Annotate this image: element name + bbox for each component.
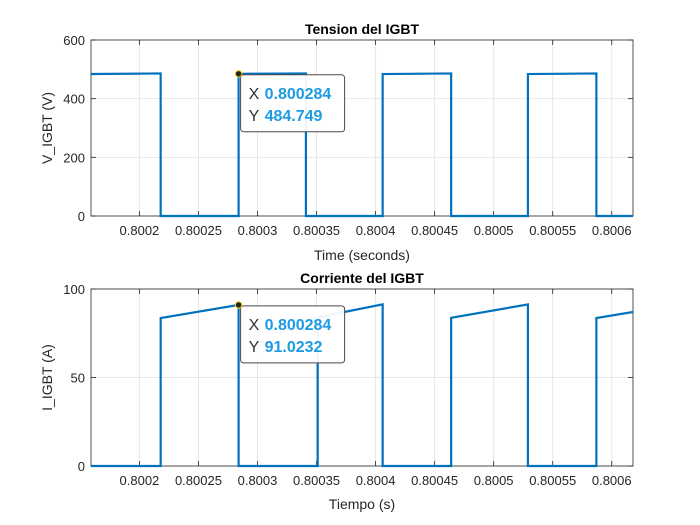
datatip-x-label: X bbox=[249, 317, 260, 334]
x-tick-label: 0.8004 bbox=[356, 223, 396, 238]
chart-title: Tension del IGBT bbox=[305, 21, 420, 37]
y-axis-label: I_IGBT (A) bbox=[39, 344, 55, 411]
x-tick-label: 0.80055 bbox=[529, 473, 576, 488]
datatip-x-value: 0.800284 bbox=[265, 317, 332, 334]
y-tick-label: 50 bbox=[71, 371, 85, 386]
datatip-box bbox=[240, 305, 346, 364]
y-tick-label: 400 bbox=[63, 92, 85, 107]
x-tick-label: 0.80045 bbox=[411, 473, 458, 488]
x-tick-label: 0.80045 bbox=[411, 223, 458, 238]
x-tick-label: 0.8005 bbox=[474, 473, 514, 488]
datatip[interactable]: X 0.800284 Y 91.0232 bbox=[234, 301, 346, 364]
x-tick-label: 0.80025 bbox=[175, 223, 222, 238]
voltage-plot: 0.8002 0.80025 0.8003 0.80035 0.8004 0.80045 0… bbox=[39, 21, 634, 263]
x-tick-label: 0.8002 bbox=[120, 223, 160, 238]
x-tick-label: 0.80055 bbox=[529, 223, 576, 238]
y-tick-label: 0 bbox=[78, 209, 85, 224]
datatip-y-value: 484.749 bbox=[265, 108, 323, 125]
x-tick-label: 0.80035 bbox=[293, 223, 340, 238]
current-plot: 0.8002 0.80025 0.8003 0.80035 0.8004 0.80045 0… bbox=[39, 270, 634, 512]
x-tick-label: 0.8002 bbox=[120, 473, 160, 488]
datatip-y-label: Y bbox=[249, 108, 260, 125]
x-tick-label: 0.8006 bbox=[592, 473, 632, 488]
datatip-marker[interactable] bbox=[234, 70, 243, 78]
y-axis-label: V_IGBT (V) bbox=[39, 92, 55, 164]
datatip-box bbox=[240, 74, 346, 133]
datatip[interactable]: X 0.800284 Y 484.749 bbox=[234, 70, 346, 133]
x-tick-label: 0.8003 bbox=[238, 223, 278, 238]
y-tick-label: 100 bbox=[63, 282, 85, 297]
series-line bbox=[91, 72, 633, 218]
x-tick-label: 0.8005 bbox=[474, 223, 514, 238]
x-tick-label: 0.80025 bbox=[175, 473, 222, 488]
y-tick-label: 200 bbox=[63, 150, 85, 165]
series-line bbox=[91, 303, 633, 468]
datatip-y-label: Y bbox=[249, 339, 260, 356]
plot-area bbox=[91, 40, 633, 216]
x-tick-label: 0.80035 bbox=[293, 473, 340, 488]
x-tick-label: 0.8003 bbox=[238, 473, 278, 488]
datatip-x-value: 0.800284 bbox=[265, 86, 332, 103]
y-tick-label: 0 bbox=[78, 459, 85, 474]
x-tick-label: 0.8006 bbox=[592, 223, 632, 238]
datatip-marker[interactable] bbox=[234, 301, 243, 309]
datatip-x-label: X bbox=[249, 86, 260, 103]
x-tick-label: 0.8004 bbox=[356, 473, 396, 488]
chart-title: Corriente del IGBT bbox=[300, 270, 424, 286]
datatip-y-value: 91.0232 bbox=[265, 339, 323, 356]
x-axis-label: Time (seconds) bbox=[314, 247, 410, 263]
y-tick-label: 600 bbox=[63, 33, 85, 48]
x-axis-label: Tiempo (s) bbox=[329, 496, 395, 512]
